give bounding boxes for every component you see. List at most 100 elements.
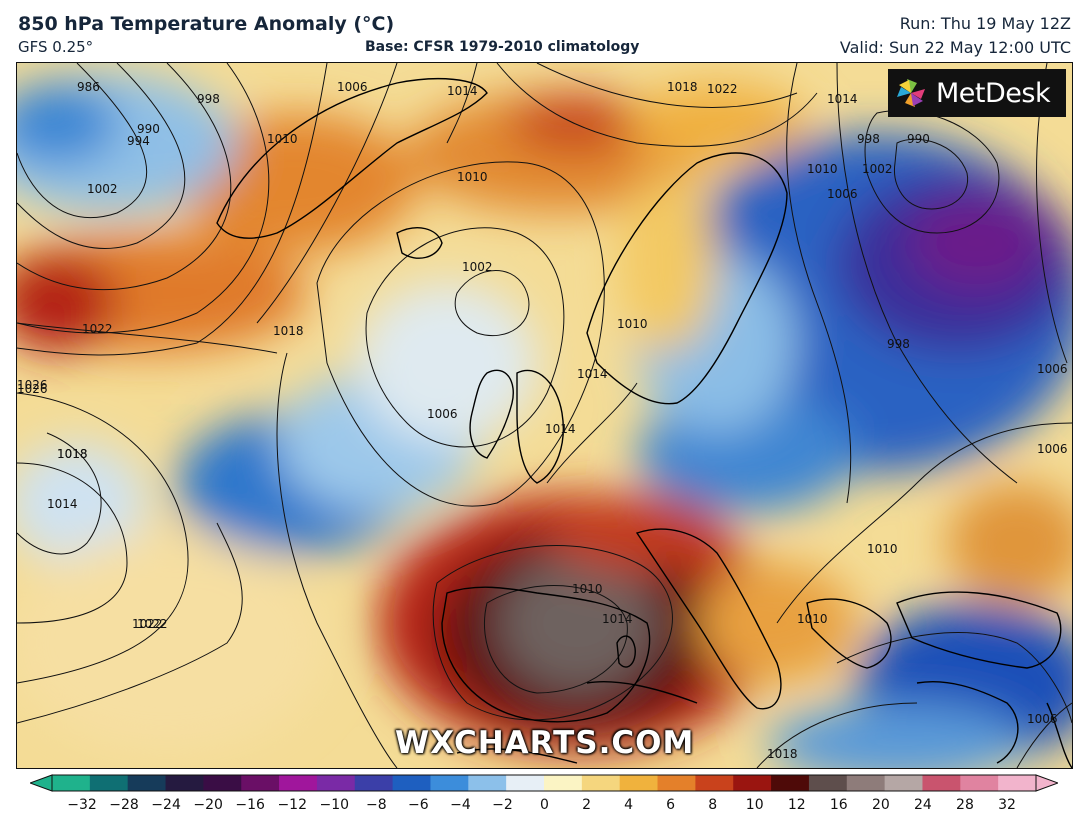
isobar-label: 1010	[617, 317, 648, 331]
isobar-label: 1002	[87, 182, 118, 196]
isobar-label: 998	[197, 92, 220, 106]
colorbar-segment	[884, 775, 924, 791]
colorbar-tick-label: −10	[319, 797, 350, 813]
isobar-label: 1014	[602, 612, 633, 626]
isobar-labels: 986 990 994 998 1002 1006 1010 1014 1018…	[17, 80, 1068, 761]
isobar-label: 1002	[462, 260, 493, 274]
colorbar-segment	[808, 775, 848, 791]
isobar-label: 1026	[17, 378, 48, 392]
isobar-label: 998	[887, 337, 910, 351]
colorbar-segment	[392, 775, 432, 791]
isobar-label: 1014	[447, 84, 478, 98]
colorbar-segment	[544, 775, 583, 791]
colorbar-segment	[733, 775, 772, 791]
colorbar-segment	[960, 775, 999, 791]
climatology-base-label: Base: CFSR 1979-2010 climatology	[365, 39, 640, 55]
colorbar-segment	[506, 775, 545, 791]
colorbar-segment	[922, 775, 961, 791]
colorbar-segment	[241, 775, 280, 791]
colorbar-segment	[279, 775, 318, 791]
isobar-label: 1018	[667, 80, 698, 94]
isobar-label: 1006	[427, 407, 458, 421]
isobar-label: 1010	[572, 582, 603, 596]
colorbar-tick-label: −2	[492, 797, 513, 813]
isobar-label: 994	[127, 134, 150, 148]
isobar-label: 1026	[17, 382, 48, 396]
colorbar-tick-label: 10	[745, 797, 764, 813]
metdesk-logo: MetDesk	[888, 69, 1066, 117]
chart-title: 850 hPa Temperature Anomaly (°C)	[18, 13, 395, 35]
isobar-label: 990	[907, 132, 930, 146]
isobar-label: 998	[857, 132, 880, 146]
isobar-label: 1010	[267, 132, 298, 146]
metdesk-pinwheel-icon	[897, 79, 925, 107]
colorbar-segment	[354, 775, 394, 791]
colorbar-tick-label: −24	[151, 797, 181, 813]
anomaly-field	[17, 73, 1072, 768]
colorbar-segment	[203, 775, 242, 791]
colorbar-arrow-min	[30, 774, 53, 792]
colorbar-tick-label: 12	[787, 797, 806, 813]
anomaly-map[interactable]: 986 990 994 998 1002 1006 1010 1014 1018…	[16, 62, 1073, 769]
colorbar-tick-label: −20	[193, 797, 223, 813]
colorbar-segment	[468, 775, 507, 791]
colorbar-tick-label: 4	[624, 797, 634, 813]
isobar-label: 1022	[707, 82, 738, 96]
isobar-label: 1022	[137, 617, 168, 631]
run-time-label: Run: Thu 19 May 12Z	[899, 14, 1071, 33]
map-canvas: 986 990 994 998 1002 1006 1010 1014 1018…	[17, 63, 1072, 768]
metdesk-wordmark: MetDesk	[936, 77, 1051, 109]
isobar-label: 1010	[457, 170, 488, 184]
isobar-label: 1006	[1027, 712, 1058, 726]
isobar-label: 1014	[827, 92, 858, 106]
isobar-label: 1014	[577, 367, 608, 381]
colorbar-tick-label: 28	[956, 797, 974, 813]
isobar-label: 1018	[57, 447, 88, 461]
isobar-label: 1002	[862, 162, 893, 176]
colorbar-segment	[165, 775, 204, 791]
colorbar-tick-label: 24	[913, 797, 932, 813]
colorbar-segment	[657, 775, 696, 791]
isobar-label: 1010	[867, 542, 898, 556]
wxcharts-watermark: WXCHARTS.COM	[395, 725, 695, 761]
colorbar-segment	[52, 775, 91, 791]
colorbar-tick-label: −28	[109, 797, 139, 813]
isobar-label: 1014	[47, 497, 78, 511]
isobar-label: 1014	[545, 422, 576, 436]
isobar-lines	[17, 63, 1072, 768]
isobar-label: 1010	[807, 162, 838, 176]
colorbar-tick-label: 16	[829, 797, 848, 813]
colorbar-frame	[51, 774, 1037, 792]
isobar-label: 1006	[1037, 362, 1068, 376]
colorbar-tick-label: 32	[998, 797, 1016, 813]
colorbar-tick-label: −8	[365, 797, 387, 813]
colorbar-segment	[619, 775, 659, 791]
colorbar-arrow-max	[1035, 774, 1058, 792]
isobar-label: 1022	[82, 322, 113, 336]
colorbar-segment	[581, 775, 621, 791]
colorbar-segment	[846, 775, 886, 791]
colorbar-segment	[430, 775, 469, 791]
colorbar-tick-label: 6	[666, 797, 676, 813]
colorbar-segment	[316, 775, 356, 791]
isobar-label: 1006	[337, 80, 368, 94]
isobar-label: 990	[137, 122, 160, 136]
isobar-label: 1006	[1037, 442, 1068, 456]
isobar-label: 986	[77, 80, 100, 94]
colorbar-tick-label: −6	[408, 797, 429, 813]
isobar-label: 1010	[797, 612, 828, 626]
colorbar-tick-label: 2	[582, 797, 591, 813]
colorbar-segment	[771, 775, 810, 791]
isobar-label: 1018	[767, 747, 798, 761]
isobar-label: 1006	[827, 187, 858, 201]
colorbar-segment	[127, 775, 167, 791]
coastlines	[216, 78, 1072, 768]
colorbar-segment	[695, 775, 734, 791]
colorbar-tick-label: 20	[871, 797, 890, 813]
colorbar-tick-label: −4	[450, 797, 471, 813]
colorbar-tick-label: −32	[67, 797, 97, 813]
colorbar-segment	[89, 775, 129, 791]
isobar-label: 1018	[273, 324, 304, 338]
colorbar	[30, 774, 1058, 792]
colorbar-tick-label: −12	[277, 797, 307, 813]
